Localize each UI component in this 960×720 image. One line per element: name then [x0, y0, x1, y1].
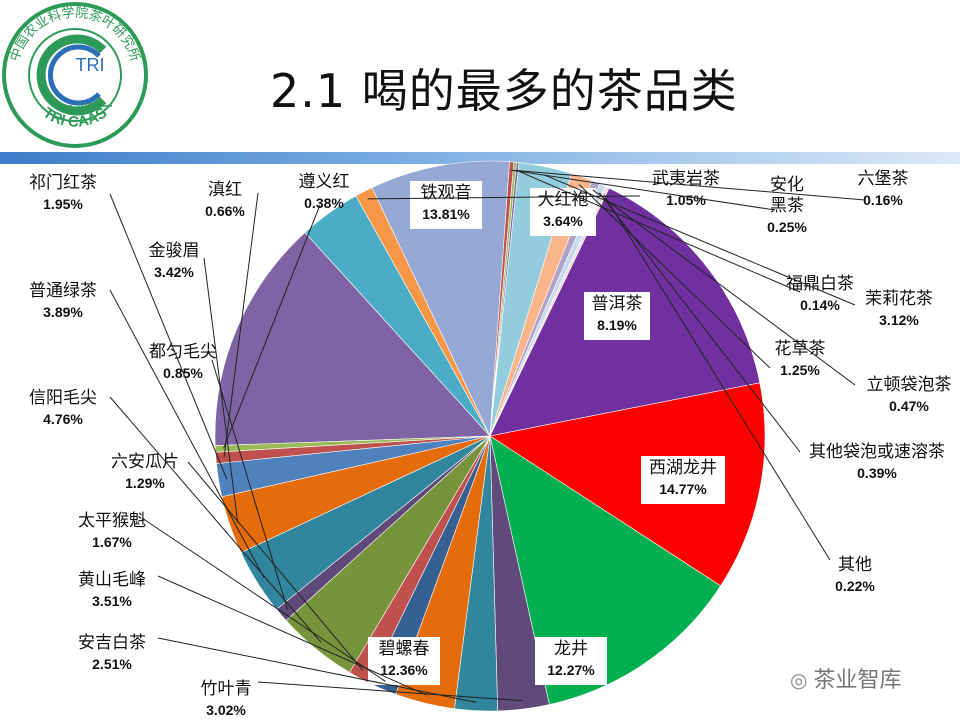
data-label-name-3: 武夷岩茶: [652, 169, 720, 189]
data-label-pct-11: 0.39%: [857, 465, 897, 481]
pie-slice-1: [214, 232, 491, 446]
data-label-name-12: 其他: [838, 555, 872, 575]
data-label-pct-26: 0.66%: [205, 203, 245, 219]
data-label-box-14: [535, 637, 607, 685]
logo-c-green: [36, 34, 107, 116]
leader-line-7: [516, 170, 801, 293]
logo-c-blue: [48, 44, 101, 106]
logo-year: 1958: [76, 101, 99, 113]
data-label-pct-20: 1.29%: [125, 475, 165, 491]
watermark-text: 茶业智库: [813, 668, 902, 693]
data-label-name-5: 安化: [770, 175, 804, 195]
leader-line-11: [598, 192, 801, 453]
data-label-pct-9: 1.25%: [780, 362, 820, 378]
data-label-name-20: 六安瓜片: [111, 452, 179, 472]
data-label-box-13: [641, 456, 725, 504]
leader-line-9: [578, 184, 771, 369]
data-label-box-4: [584, 292, 650, 340]
data-label-pct-16: 3.02%: [206, 702, 246, 718]
leader-line-5: [511, 169, 776, 211]
data-label-name-27: 遵义红: [299, 172, 350, 192]
data-label-name-23: 普通绿茶: [29, 281, 97, 301]
leader-line-27: [223, 204, 321, 449]
pie-slice-14: [489, 382, 766, 587]
data-label-name-14: 龙井: [554, 639, 588, 659]
data-label-name-10: 立顿袋泡茶: [867, 375, 952, 395]
leader-line-23: [109, 289, 265, 578]
data-label-name-18: 黄山毛峰: [78, 570, 146, 590]
pie-slice-4: [371, 160, 510, 438]
leader-line-17: [157, 637, 477, 703]
data-label-pct-15: 12.36%: [380, 662, 428, 678]
page-title: 2.1 喝的最多的茶品类: [270, 64, 738, 118]
data-label-name-19: 太平猴魁: [78, 511, 146, 531]
data-label-pct-2: 3.64%: [543, 213, 583, 229]
data-label-pct-5: 0.25%: [767, 219, 807, 235]
data-label-pct-3: 1.05%: [666, 192, 706, 208]
data-label-name-7: 福鼎白茶: [786, 274, 854, 294]
data-label-pct-14: 12.27%: [547, 662, 595, 678]
leader-line-25: [109, 193, 228, 480]
data-label-pct-13: 14.77%: [659, 481, 707, 497]
data-label-pct-4: 8.19%: [597, 317, 637, 333]
leader-line-18: [157, 575, 427, 696]
data-label-pct-12: 0.22%: [835, 578, 875, 594]
data-label-pct-24: 3.42%: [154, 264, 194, 280]
header-band: [0, 152, 960, 164]
leader-line-20: [187, 461, 364, 671]
tri-caas-logo: 中国农业科学院茶叶研究所 TRI CAAS TRI 1958: [2, 2, 148, 148]
data-label-name-6: 六堡茶: [858, 169, 909, 189]
data-label-name-1: 铁观音: [421, 183, 472, 203]
data-label-pct-21: 4.76%: [43, 411, 83, 427]
data-label-pct-6: 0.16%: [863, 192, 903, 208]
data-label-pct-23: 3.89%: [43, 304, 83, 320]
leader-line-8: [543, 174, 856, 306]
data-label-pct-27: 0.38%: [304, 195, 344, 211]
data-label-pct-19: 1.67%: [92, 534, 132, 550]
data-label-pct-18: 3.51%: [92, 593, 132, 609]
data-label-box-15: [368, 637, 440, 685]
data-label-name-25: 祁门红茶: [29, 173, 97, 193]
data-label-name-8: 茉莉花茶: [865, 289, 933, 309]
leader-line-19: [141, 517, 386, 682]
leader-line-22: [211, 359, 288, 610]
data-label-name-11: 其他袋泡或速溶茶: [809, 442, 945, 462]
watermark: ◎ 茶业智库: [790, 662, 901, 694]
leader-line-26: [223, 192, 259, 458]
leader-line-6: [514, 169, 866, 201]
data-label-box-2: [530, 188, 596, 236]
data-label-name-5: 黑茶: [770, 196, 804, 216]
data-label-pct-17: 2.51%: [92, 656, 132, 672]
leader-line-21: [109, 396, 322, 643]
data-label-name-17: 安吉白茶: [78, 633, 146, 653]
leader-line-16: [257, 681, 523, 702]
data-label-pct-25: 1.95%: [43, 196, 83, 212]
leader-line-12: [603, 194, 831, 561]
data-label-name-26: 滇红: [208, 180, 242, 200]
logo-center-text: TRI: [76, 55, 105, 75]
data-label-name-2: 大红袍: [538, 190, 589, 210]
data-label-pct-1: 13.81%: [422, 206, 470, 222]
data-label-box-1: [410, 181, 482, 229]
data-label-pct-10: 0.47%: [889, 398, 929, 414]
leader-line-10: [592, 189, 856, 386]
data-label-pct-7: 0.14%: [800, 297, 840, 313]
data-label-pct-8: 3.12%: [879, 312, 919, 328]
data-label-name-15: 碧螺春: [379, 639, 430, 659]
data-label-name-16: 竹叶青: [201, 679, 252, 699]
data-label-name-4: 普洱茶: [592, 294, 643, 314]
data-label-name-9: 花草茶: [775, 339, 826, 359]
leader-line-24: [203, 257, 239, 523]
wechat-icon: ◎: [790, 668, 808, 692]
data-label-name-22: 都匀毛尖: [149, 342, 217, 362]
data-label-name-21: 信阳毛尖: [29, 388, 97, 408]
data-label-name-13: 西湖龙井: [649, 458, 717, 478]
data-label-name-24: 金骏眉: [149, 241, 200, 261]
